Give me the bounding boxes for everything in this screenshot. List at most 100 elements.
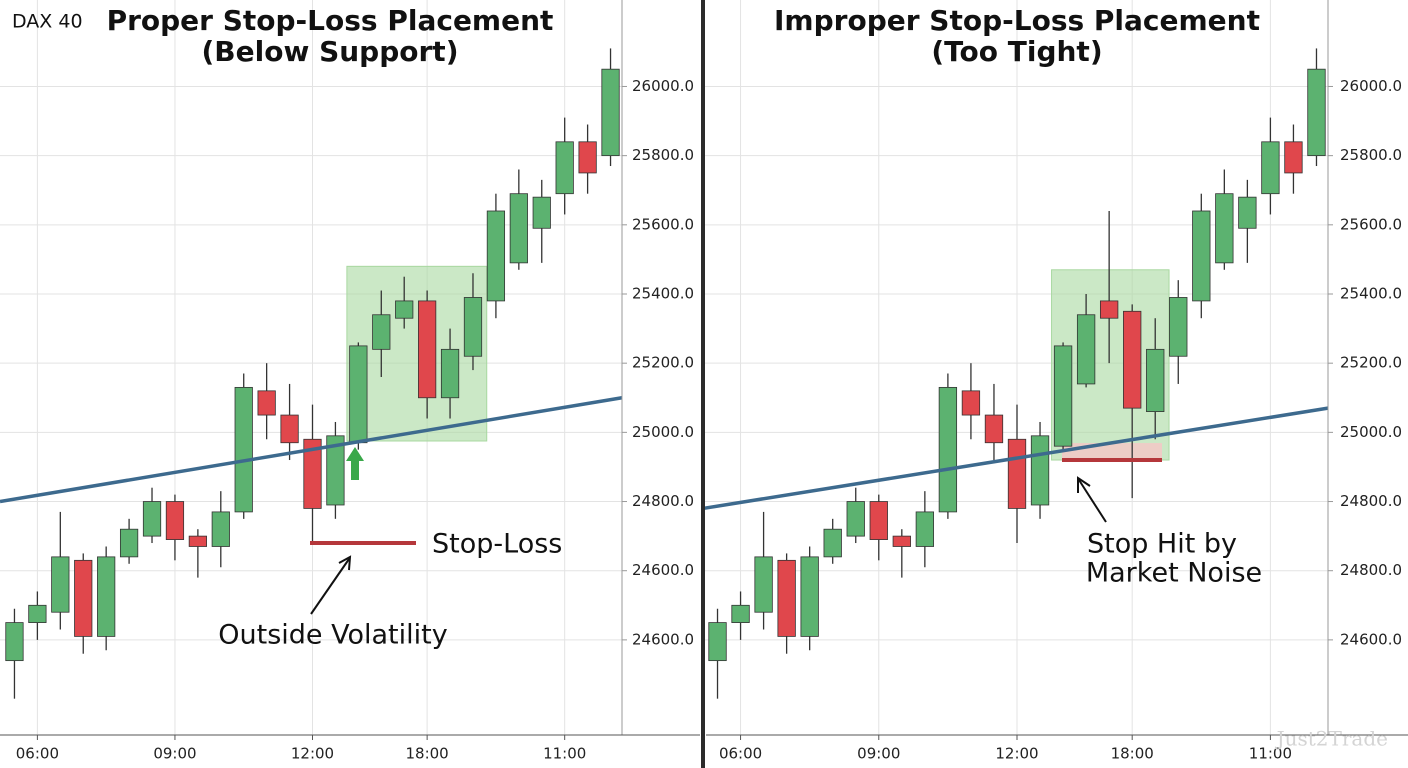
candle-body [51, 556, 70, 613]
candle-body [1192, 210, 1211, 302]
annotation: Market Noise [1086, 558, 1262, 589]
y-tick-label: 25000.0 [1340, 423, 1402, 441]
candle-body [869, 501, 888, 540]
y-tick-label: 26000.0 [1340, 77, 1402, 95]
grid [0, 0, 1328, 735]
stop-loss-label: Stop-Loss [432, 529, 562, 560]
support-line [702, 406, 1329, 511]
candle-body [1238, 196, 1257, 229]
chart-title: Improper Stop-Loss Placement [774, 4, 1260, 37]
y-tick-label: 25600.0 [1340, 215, 1402, 233]
candle-body [1146, 348, 1165, 413]
candle-body [28, 604, 47, 623]
candle-body [1169, 297, 1188, 357]
y-tick-label: 24600.0 [1340, 630, 1402, 648]
candle-body [1076, 314, 1096, 385]
x-tick-label: 06:00 [719, 745, 762, 763]
up-arrow [346, 447, 364, 480]
candle-body [1030, 435, 1050, 506]
y-tick-label: 25800.0 [1340, 146, 1402, 164]
x-tick-label: 12:00 [995, 745, 1038, 763]
candle-body [846, 501, 865, 537]
x-tick-label: 09:00 [153, 745, 196, 763]
y-tick-label: 25800.0 [632, 146, 694, 164]
candle-body [1099, 300, 1119, 319]
y-tick-label: 25200.0 [1340, 354, 1402, 372]
candle-body [303, 438, 322, 509]
candle-body [1284, 141, 1303, 174]
candle-body [326, 435, 345, 506]
annotation: Stop Hit by [1087, 529, 1237, 560]
x-tick-label: 11:00 [1249, 745, 1292, 763]
candle-body [440, 348, 460, 399]
candle-body [1053, 345, 1073, 447]
highlight-box [346, 265, 488, 442]
candle-body [142, 501, 162, 537]
y-tick-label: 25200.0 [632, 354, 694, 372]
candle-body [486, 210, 506, 302]
candle-body [5, 622, 24, 662]
candle-body [1007, 438, 1027, 509]
candle-body [1261, 141, 1280, 195]
candle-body [395, 300, 414, 319]
candle-body [509, 193, 528, 264]
candle-body [823, 528, 842, 558]
candle-body [800, 556, 819, 637]
plot: 26000.0 25800.0 25600.0 25400.0 25200.0 25000… [0, 48, 1402, 763]
y-tick-label: 24800.0 [1340, 492, 1402, 510]
candle-body [915, 511, 935, 547]
y-tick-label: 25000.0 [632, 423, 694, 441]
y-tick-label: 25400.0 [632, 285, 694, 303]
x-tick-label: 18:00 [1111, 745, 1154, 763]
candle-body [119, 528, 139, 558]
candle-body [234, 386, 253, 513]
candle-body [349, 345, 368, 444]
symbol: DAX 40 [12, 11, 83, 33]
candle-body [1215, 193, 1234, 264]
candle-body [257, 390, 276, 416]
y-tick-label: 25600.0 [632, 215, 694, 233]
candle-body [532, 196, 551, 229]
candle-body [938, 386, 958, 513]
y-tick-label: 24800.0 [632, 492, 694, 510]
candle-body [708, 622, 727, 662]
candle-body [1307, 68, 1326, 157]
y-tick-label: 26000.0 [632, 77, 694, 95]
stop-zone [1062, 443, 1162, 461]
x-tick-label: 18:00 [406, 745, 449, 763]
candle-body [280, 414, 299, 444]
candle-body [97, 556, 116, 637]
candle-body [74, 559, 93, 637]
candle-body [418, 300, 437, 399]
candle-body [372, 314, 391, 350]
candle-body [601, 68, 620, 157]
candle-body [1123, 310, 1142, 409]
x-tick-label: 06:00 [16, 745, 59, 763]
candle-body [463, 297, 483, 357]
candle-body [984, 414, 1004, 444]
candle-body [961, 390, 981, 416]
chart-subtitle: (Below Support) [202, 35, 459, 68]
x-tick-label: 09:00 [857, 745, 900, 763]
arrow [310, 476, 1107, 615]
candle-body [892, 535, 911, 547]
y-tick-label: 24600.0 [632, 630, 694, 648]
candle-body [754, 556, 773, 613]
candle-body [578, 141, 597, 174]
watermark: Just2Trade [1275, 727, 1388, 751]
candle-body [165, 501, 185, 540]
x-tick-label: 11:00 [543, 745, 586, 763]
y-tick-label: 24800.0 [1340, 561, 1402, 579]
support-line [0, 396, 623, 504]
chart-subtitle: (Too Tight) [931, 35, 1102, 68]
annotation: Outside Volatility [218, 620, 447, 651]
candle-body [731, 604, 750, 623]
y-tick-label: 25400.0 [1340, 285, 1402, 303]
x-tick-label: 12:00 [291, 745, 334, 763]
divider [701, 0, 705, 768]
candle-body [555, 141, 574, 195]
candle-body [188, 535, 207, 547]
candle-body [777, 559, 796, 637]
candle-body [211, 511, 230, 547]
